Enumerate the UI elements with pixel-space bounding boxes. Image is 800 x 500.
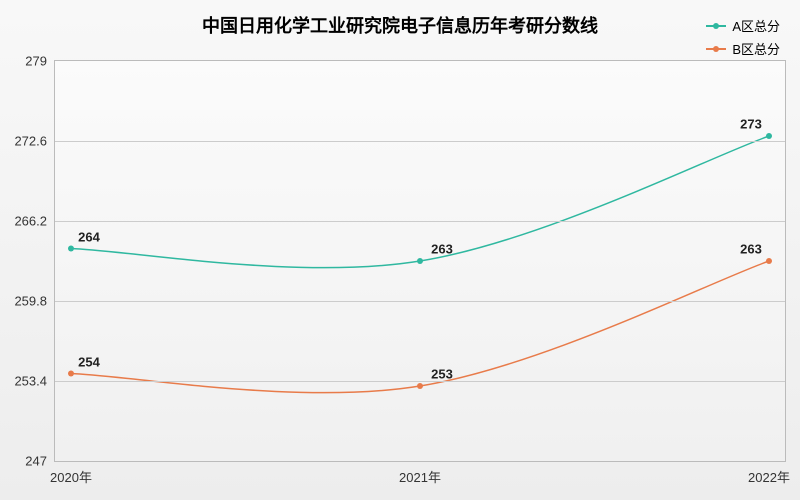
chart-title: 中国日用化学工业研究院电子信息历年考研分数线 xyxy=(202,12,598,38)
data-point xyxy=(766,258,772,264)
gridline xyxy=(55,141,785,142)
data-point xyxy=(766,133,772,139)
data-label: 263 xyxy=(427,242,457,257)
data-label: 254 xyxy=(74,354,104,369)
series-line xyxy=(71,136,769,268)
data-point xyxy=(68,246,74,252)
data-label: 264 xyxy=(74,229,104,244)
x-axis-tick: 2022年 xyxy=(748,461,790,486)
gridline xyxy=(55,381,785,382)
y-axis-tick: 272.6 xyxy=(14,134,55,149)
data-label: 253 xyxy=(427,367,457,382)
data-point xyxy=(417,383,423,389)
data-point xyxy=(68,371,74,377)
x-axis-tick: 2021年 xyxy=(399,461,441,486)
plot-area: 247253.4259.8266.2272.62792020年2021年2022… xyxy=(54,60,786,462)
data-label: 263 xyxy=(736,242,766,257)
legend: A区总分 B区总分 xyxy=(706,16,780,62)
y-axis-tick: 279 xyxy=(25,54,55,69)
y-axis-tick: 259.8 xyxy=(14,294,55,309)
data-label: 273 xyxy=(736,117,766,132)
legend-item: B区总分 xyxy=(706,39,780,58)
y-axis-tick: 253.4 xyxy=(14,374,55,389)
legend-label: A区总分 xyxy=(732,16,780,35)
gridline xyxy=(55,301,785,302)
series-line xyxy=(71,261,769,393)
chart-container: 中国日用化学工业研究院电子信息历年考研分数线 A区总分 B区总分 247253.4… xyxy=(0,0,800,500)
gridline xyxy=(55,221,785,222)
legend-swatch xyxy=(706,48,726,50)
data-point xyxy=(417,258,423,264)
legend-label: B区总分 xyxy=(732,39,780,58)
legend-swatch xyxy=(706,25,726,27)
legend-item: A区总分 xyxy=(706,16,780,35)
line-layer xyxy=(55,61,785,461)
y-axis-tick: 266.2 xyxy=(14,214,55,229)
x-axis-tick: 2020年 xyxy=(50,461,92,486)
